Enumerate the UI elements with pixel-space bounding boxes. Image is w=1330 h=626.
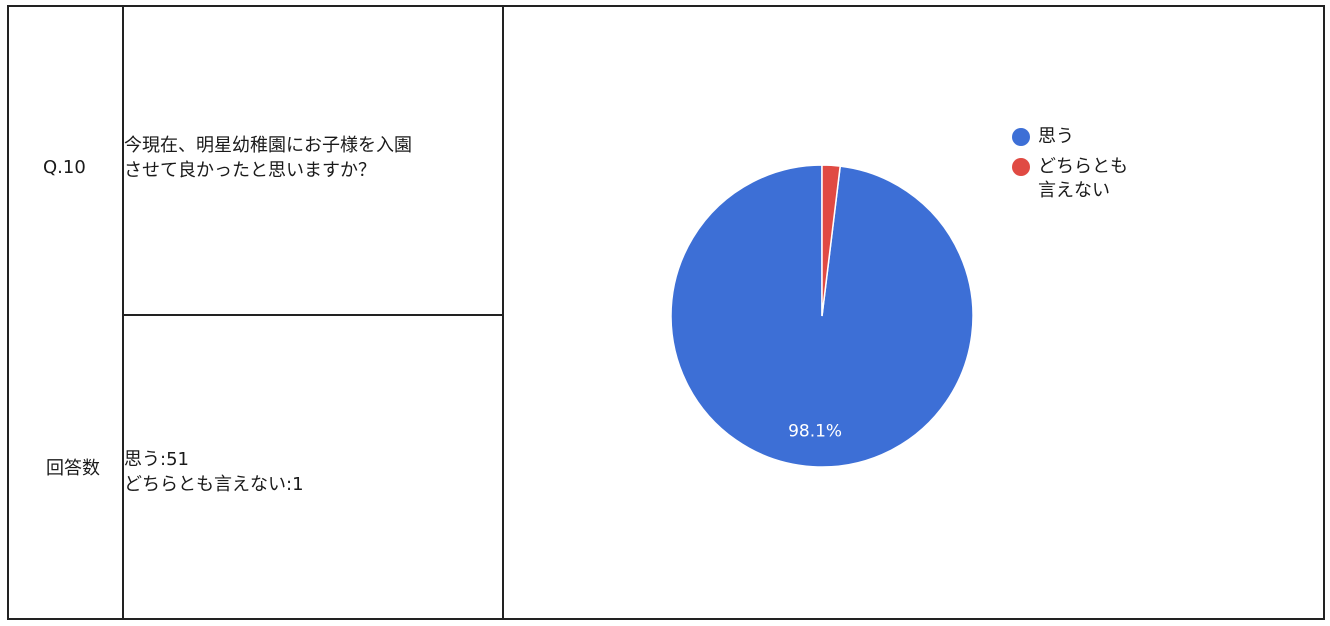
question-number: Q.10 [43,157,86,178]
survey-table [7,5,1325,620]
row-divider [122,314,504,316]
response-counts: 思う:51 どちらとも言えない:1 [124,449,304,495]
chart-legend: 思う どちらとも 言えない [1012,125,1128,209]
legend-swatch-omou [1012,128,1030,146]
column-divider-1 [122,7,124,618]
legend-swatch-dochira [1012,158,1030,176]
legend-label-dochira: どちらとも 言えない [1038,156,1128,201]
legend-item-dochira: どちらとも 言えない [1012,155,1128,203]
pie-slice-1 [821,164,842,317]
column-divider-2 [502,7,504,618]
question-text: 今現在、明星幼稚園にお子様を入園 させて良かったと思いますか？ [124,135,412,181]
legend-label-omou: 思う [1038,126,1074,147]
pie-data-label-0: 98.1% [788,422,842,442]
response-count-label: 回答数 [46,458,100,479]
legend-item-omou: 思う [1012,125,1128,149]
